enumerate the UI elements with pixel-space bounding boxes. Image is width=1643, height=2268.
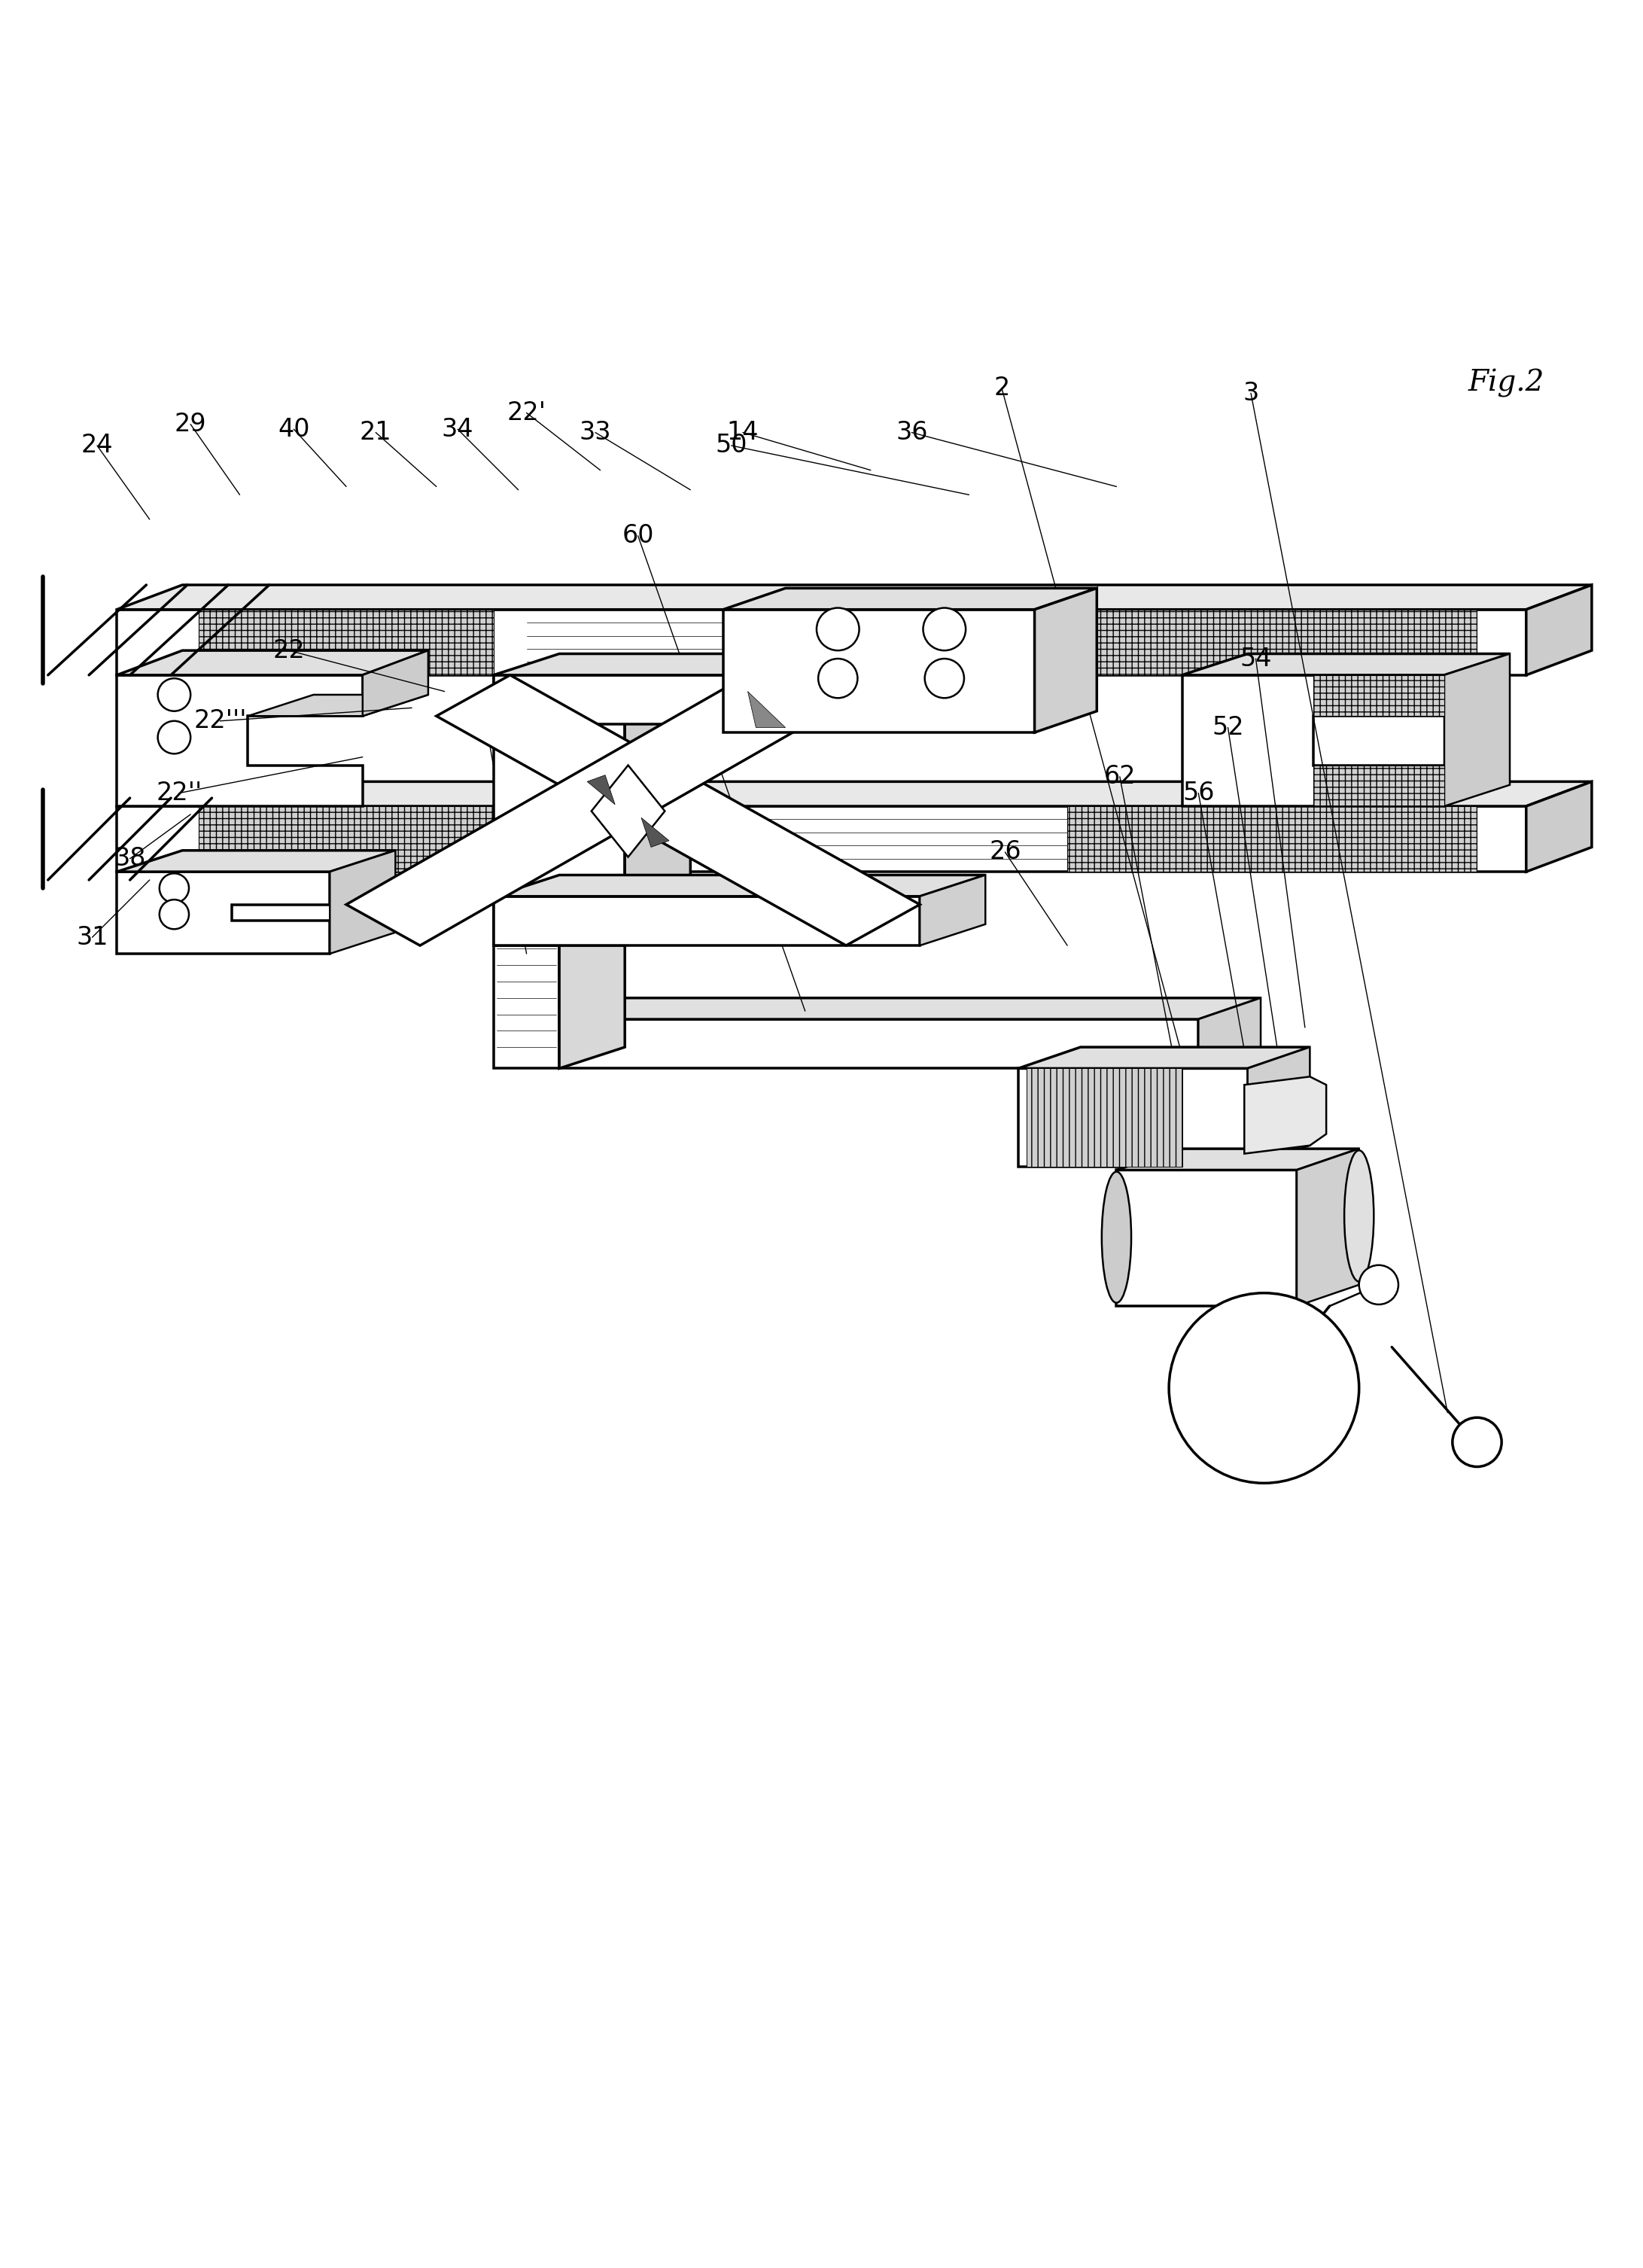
Text: 50: 50 <box>715 433 748 458</box>
Polygon shape <box>495 896 920 946</box>
Circle shape <box>1452 1418 1502 1467</box>
Text: 3: 3 <box>1242 381 1259 406</box>
Text: 2: 2 <box>994 376 1010 401</box>
Polygon shape <box>199 610 495 676</box>
Text: 60: 60 <box>623 524 654 549</box>
Text: 36: 36 <box>895 420 928 445</box>
Polygon shape <box>363 651 429 717</box>
Polygon shape <box>1027 1068 1181 1166</box>
Polygon shape <box>437 676 920 946</box>
Polygon shape <box>1247 1048 1309 1166</box>
Circle shape <box>817 608 859 651</box>
Polygon shape <box>117 676 363 805</box>
Polygon shape <box>495 676 920 723</box>
Polygon shape <box>1019 1048 1309 1068</box>
Polygon shape <box>1117 1150 1359 1170</box>
Polygon shape <box>248 694 429 717</box>
Polygon shape <box>1526 585 1592 676</box>
Polygon shape <box>1444 653 1510 805</box>
Polygon shape <box>117 651 429 676</box>
Polygon shape <box>117 585 1592 610</box>
Text: 34: 34 <box>442 417 473 442</box>
Polygon shape <box>1244 1077 1326 1154</box>
Polygon shape <box>117 782 1592 805</box>
Circle shape <box>818 658 858 699</box>
Polygon shape <box>559 1018 1198 1068</box>
Polygon shape <box>117 805 1526 871</box>
Text: 54: 54 <box>1240 646 1272 671</box>
Polygon shape <box>559 925 624 1068</box>
Text: 24: 24 <box>81 433 113 458</box>
Polygon shape <box>1313 764 1444 805</box>
Polygon shape <box>641 819 669 848</box>
Text: 22': 22' <box>508 401 545 424</box>
Circle shape <box>159 873 189 903</box>
Polygon shape <box>591 764 665 857</box>
Polygon shape <box>1181 653 1510 676</box>
Text: 31: 31 <box>76 925 108 950</box>
Text: Fig.2: Fig.2 <box>1469 370 1544 397</box>
Circle shape <box>923 608 966 651</box>
Ellipse shape <box>1344 1150 1374 1281</box>
Text: 58: 58 <box>470 708 501 733</box>
Polygon shape <box>1313 676 1444 717</box>
Polygon shape <box>495 676 624 946</box>
Ellipse shape <box>1102 1173 1132 1302</box>
Circle shape <box>158 721 191 753</box>
Text: 22''': 22''' <box>194 708 246 733</box>
Polygon shape <box>920 653 986 723</box>
Polygon shape <box>723 587 1098 610</box>
Text: 38: 38 <box>113 846 146 871</box>
Text: 22: 22 <box>273 637 306 662</box>
Polygon shape <box>117 610 1526 676</box>
Polygon shape <box>495 946 559 1068</box>
Polygon shape <box>723 610 1035 733</box>
Polygon shape <box>1068 610 1477 676</box>
Polygon shape <box>1068 805 1477 871</box>
Polygon shape <box>495 875 986 896</box>
Text: 52: 52 <box>1213 714 1244 739</box>
Text: 62: 62 <box>1104 764 1135 789</box>
Polygon shape <box>495 655 690 676</box>
Text: 22'': 22'' <box>156 780 202 805</box>
Circle shape <box>1168 1293 1359 1483</box>
Text: 14: 14 <box>726 420 759 445</box>
Text: 21: 21 <box>360 420 391 445</box>
Circle shape <box>158 678 191 712</box>
Polygon shape <box>1019 1068 1247 1166</box>
Text: 29: 29 <box>174 413 207 438</box>
Polygon shape <box>559 998 1260 1018</box>
Polygon shape <box>1526 782 1592 871</box>
Polygon shape <box>1296 1150 1359 1306</box>
Circle shape <box>925 658 964 699</box>
Polygon shape <box>199 805 495 871</box>
Polygon shape <box>1035 587 1098 733</box>
Polygon shape <box>920 875 986 946</box>
Polygon shape <box>1181 676 1444 805</box>
Polygon shape <box>587 776 614 805</box>
Polygon shape <box>624 655 690 946</box>
Text: 56: 56 <box>1183 780 1214 805</box>
Circle shape <box>1359 1266 1398 1304</box>
Polygon shape <box>1117 1170 1296 1306</box>
Polygon shape <box>748 692 785 728</box>
Text: 40: 40 <box>278 417 311 442</box>
Text: 26: 26 <box>989 839 1020 864</box>
Circle shape <box>159 900 189 930</box>
Polygon shape <box>117 850 396 871</box>
Polygon shape <box>330 850 396 955</box>
Text: 33: 33 <box>580 420 611 445</box>
Polygon shape <box>347 676 822 946</box>
Polygon shape <box>495 653 986 676</box>
Polygon shape <box>1198 998 1260 1068</box>
Polygon shape <box>117 871 330 955</box>
